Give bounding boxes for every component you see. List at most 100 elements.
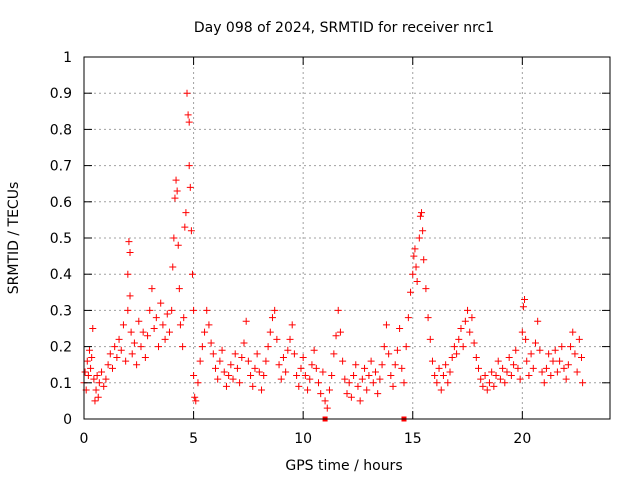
data-point bbox=[442, 361, 450, 369]
data-point bbox=[361, 364, 369, 372]
data-point bbox=[385, 350, 393, 358]
data-point bbox=[398, 364, 406, 372]
data-point bbox=[341, 375, 349, 383]
data-point bbox=[242, 317, 250, 325]
data-point bbox=[293, 372, 301, 380]
data-point bbox=[354, 382, 362, 390]
data-point bbox=[347, 393, 355, 401]
data-point bbox=[218, 346, 226, 354]
data-point bbox=[483, 386, 491, 394]
data-point bbox=[165, 328, 173, 336]
data-point bbox=[125, 238, 133, 246]
y-tick-label: 0.8 bbox=[50, 122, 72, 138]
data-point bbox=[453, 350, 461, 358]
data-point bbox=[194, 379, 202, 387]
data-point bbox=[412, 263, 420, 271]
data-point bbox=[139, 328, 147, 336]
data-point bbox=[236, 379, 244, 387]
data-point bbox=[407, 288, 415, 296]
data-point bbox=[95, 379, 103, 387]
data-point bbox=[260, 372, 268, 380]
data-point bbox=[415, 234, 423, 242]
data-point bbox=[428, 357, 436, 365]
data-point bbox=[126, 292, 134, 300]
data-point bbox=[251, 364, 259, 372]
data-point bbox=[83, 357, 91, 365]
data-point bbox=[424, 314, 432, 322]
y-tick-label: 0 bbox=[63, 412, 72, 428]
data-point bbox=[352, 361, 360, 369]
data-point bbox=[496, 375, 504, 383]
data-point bbox=[380, 343, 388, 351]
data-point bbox=[531, 339, 539, 347]
data-point bbox=[91, 397, 99, 405]
data-point bbox=[575, 335, 583, 343]
data-point bbox=[481, 372, 489, 380]
data-point bbox=[521, 296, 529, 304]
data-point bbox=[437, 386, 445, 394]
data-point bbox=[92, 386, 100, 394]
axis-ticks: 00.10.20.30.40.50.60.70.80.910 5 10 15 20 bbox=[50, 50, 610, 447]
data-point bbox=[551, 346, 559, 354]
data-point bbox=[518, 328, 526, 336]
data-point bbox=[343, 390, 351, 398]
data-point bbox=[542, 364, 550, 372]
data-point bbox=[371, 368, 379, 376]
data-point bbox=[196, 357, 204, 365]
data-point bbox=[363, 386, 371, 394]
x-tick-label: 5 bbox=[189, 431, 198, 447]
data-point bbox=[382, 321, 390, 329]
data-point bbox=[216, 357, 224, 365]
data-point bbox=[98, 368, 106, 376]
data-point bbox=[367, 357, 375, 365]
data-point bbox=[135, 317, 143, 325]
data-point bbox=[391, 361, 399, 369]
data-point bbox=[567, 343, 575, 351]
y-tick-label: 0.7 bbox=[50, 159, 72, 175]
data-point bbox=[402, 343, 410, 351]
data-point bbox=[94, 393, 102, 401]
data-point bbox=[426, 335, 434, 343]
data-point bbox=[472, 353, 480, 361]
data-point bbox=[205, 321, 213, 329]
data-point bbox=[488, 368, 496, 376]
data-point bbox=[282, 368, 290, 376]
x-axis-label: GPS time / hours bbox=[285, 458, 402, 474]
data-point bbox=[268, 314, 276, 322]
data-point bbox=[459, 343, 467, 351]
y-tick-label: 1 bbox=[63, 50, 72, 66]
data-point bbox=[295, 382, 303, 390]
data-point bbox=[119, 321, 127, 329]
data-point bbox=[374, 390, 382, 398]
data-point bbox=[182, 209, 190, 217]
data-point bbox=[503, 368, 511, 376]
data-point bbox=[571, 350, 579, 358]
data-point bbox=[317, 390, 325, 398]
plot-frame bbox=[83, 56, 611, 420]
data-point bbox=[288, 321, 296, 329]
data-point bbox=[547, 372, 555, 380]
data-point bbox=[410, 252, 418, 260]
data-point bbox=[144, 332, 152, 340]
data-point bbox=[413, 277, 421, 285]
data-point bbox=[494, 357, 502, 365]
data-point bbox=[485, 379, 493, 387]
data-point bbox=[146, 306, 154, 314]
data-point bbox=[141, 353, 149, 361]
data-point bbox=[409, 270, 417, 278]
x-tick-label: 0 bbox=[80, 431, 89, 447]
data-point bbox=[117, 346, 125, 354]
data-point bbox=[419, 227, 427, 235]
data-point bbox=[108, 364, 116, 372]
data-point bbox=[369, 379, 377, 387]
data-point bbox=[505, 353, 513, 361]
data-point bbox=[579, 379, 587, 387]
grid-lines bbox=[84, 57, 610, 419]
data-point bbox=[88, 353, 96, 361]
data-point bbox=[174, 241, 182, 249]
y-tick-label: 0.4 bbox=[50, 267, 72, 283]
data-point bbox=[171, 194, 179, 202]
data-point bbox=[198, 343, 206, 351]
data-point bbox=[556, 357, 564, 365]
data-point bbox=[284, 346, 292, 354]
